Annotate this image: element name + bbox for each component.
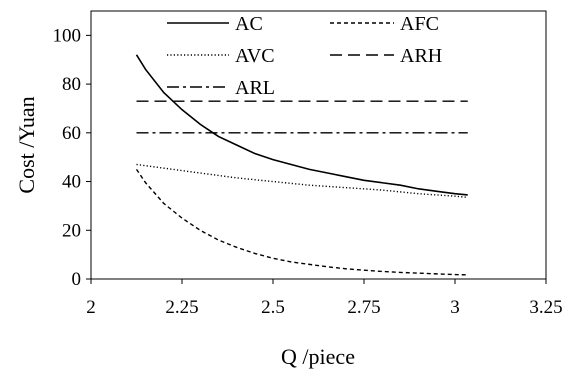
series-layer xyxy=(135,54,468,276)
y-tick-label: 0 xyxy=(72,269,82,290)
series-line-afc xyxy=(135,168,468,276)
y-axis-label: Cost /Yuan xyxy=(14,96,39,193)
x-tick-label: 2.75 xyxy=(347,297,380,318)
series-line-avc xyxy=(136,163,468,199)
x-tick-label: 2.25 xyxy=(165,297,198,318)
x-axis-label: Q /piece xyxy=(281,344,355,369)
series-line-ac xyxy=(135,54,468,196)
y-tick-label: 100 xyxy=(53,25,82,46)
legend-label-arl: ARL xyxy=(235,77,275,99)
x-tick-label: 2.5 xyxy=(261,297,285,318)
y-tick-label: 60 xyxy=(62,123,81,144)
legend-label-ac: AC xyxy=(235,13,263,35)
ticks-layer: 2 2.25 2.5 2.75 3 3.25 0 20 40 60 80 100 xyxy=(53,25,563,318)
legend-label-afc: AFC xyxy=(400,13,439,35)
x-tick-label: 3.25 xyxy=(529,297,562,318)
legend-label-arh: ARH xyxy=(400,45,442,67)
x-tick-label: 3 xyxy=(450,297,460,318)
x-tick-label: 2 xyxy=(86,297,96,318)
plot-frame xyxy=(90,10,547,280)
y-tick-label: 80 xyxy=(62,74,81,95)
legend-label-avc: AVC xyxy=(235,45,275,67)
y-tick-label: 40 xyxy=(62,172,81,193)
legend: AC AFC AVC ARH ARL xyxy=(167,13,442,99)
y-tick-label: 20 xyxy=(62,220,81,241)
